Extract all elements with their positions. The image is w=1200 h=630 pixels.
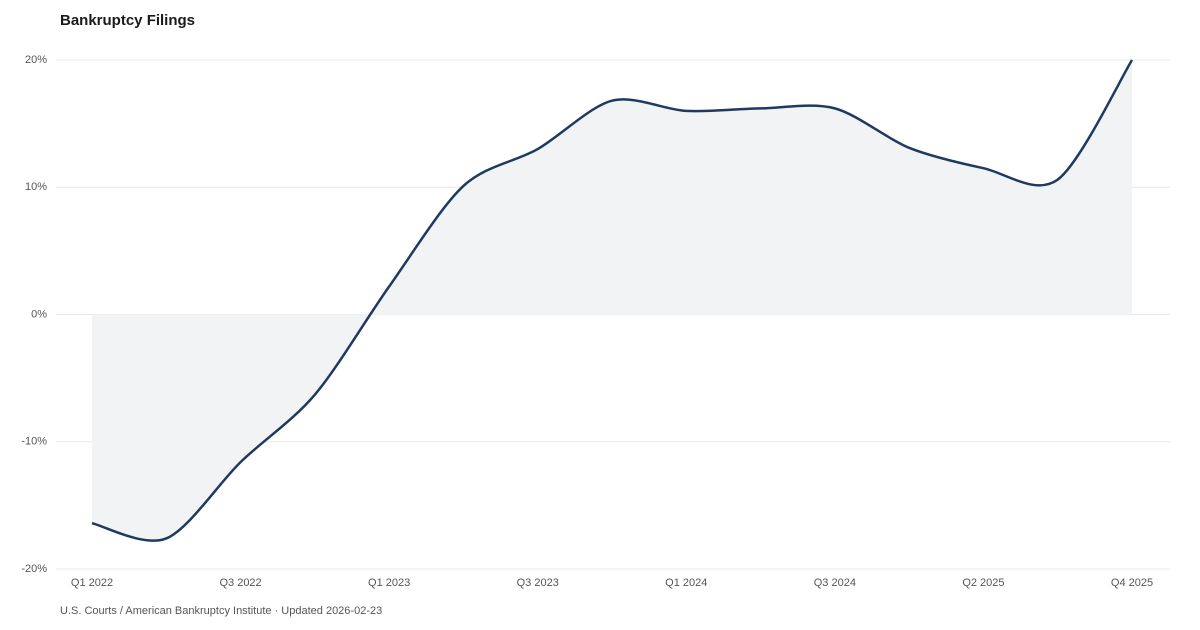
x-tick-label: Q1 2024	[665, 577, 707, 589]
chart-title: Bankruptcy Filings	[60, 12, 195, 29]
x-tick-label: Q4 2025	[1111, 577, 1153, 589]
x-tick-label: Q3 2023	[517, 577, 559, 589]
x-tick-label: Q3 2022	[219, 577, 261, 589]
x-tick-label: Q3 2024	[814, 577, 856, 589]
y-tick-label: -10%	[21, 436, 47, 448]
x-tick-label: Q2 2025	[962, 577, 1004, 589]
y-tick-label: 20%	[25, 54, 47, 66]
source-note: U.S. Courts / American Bankruptcy Instit…	[60, 605, 382, 617]
y-tick-label: 10%	[25, 181, 47, 193]
x-tick-label: Q1 2023	[368, 577, 410, 589]
x-tick-label: Q1 2022	[71, 577, 113, 589]
y-tick-label: 0%	[31, 308, 47, 320]
y-tick-label: -20%	[21, 563, 47, 575]
line	[91, 59, 1134, 542]
area	[92, 60, 1132, 541]
